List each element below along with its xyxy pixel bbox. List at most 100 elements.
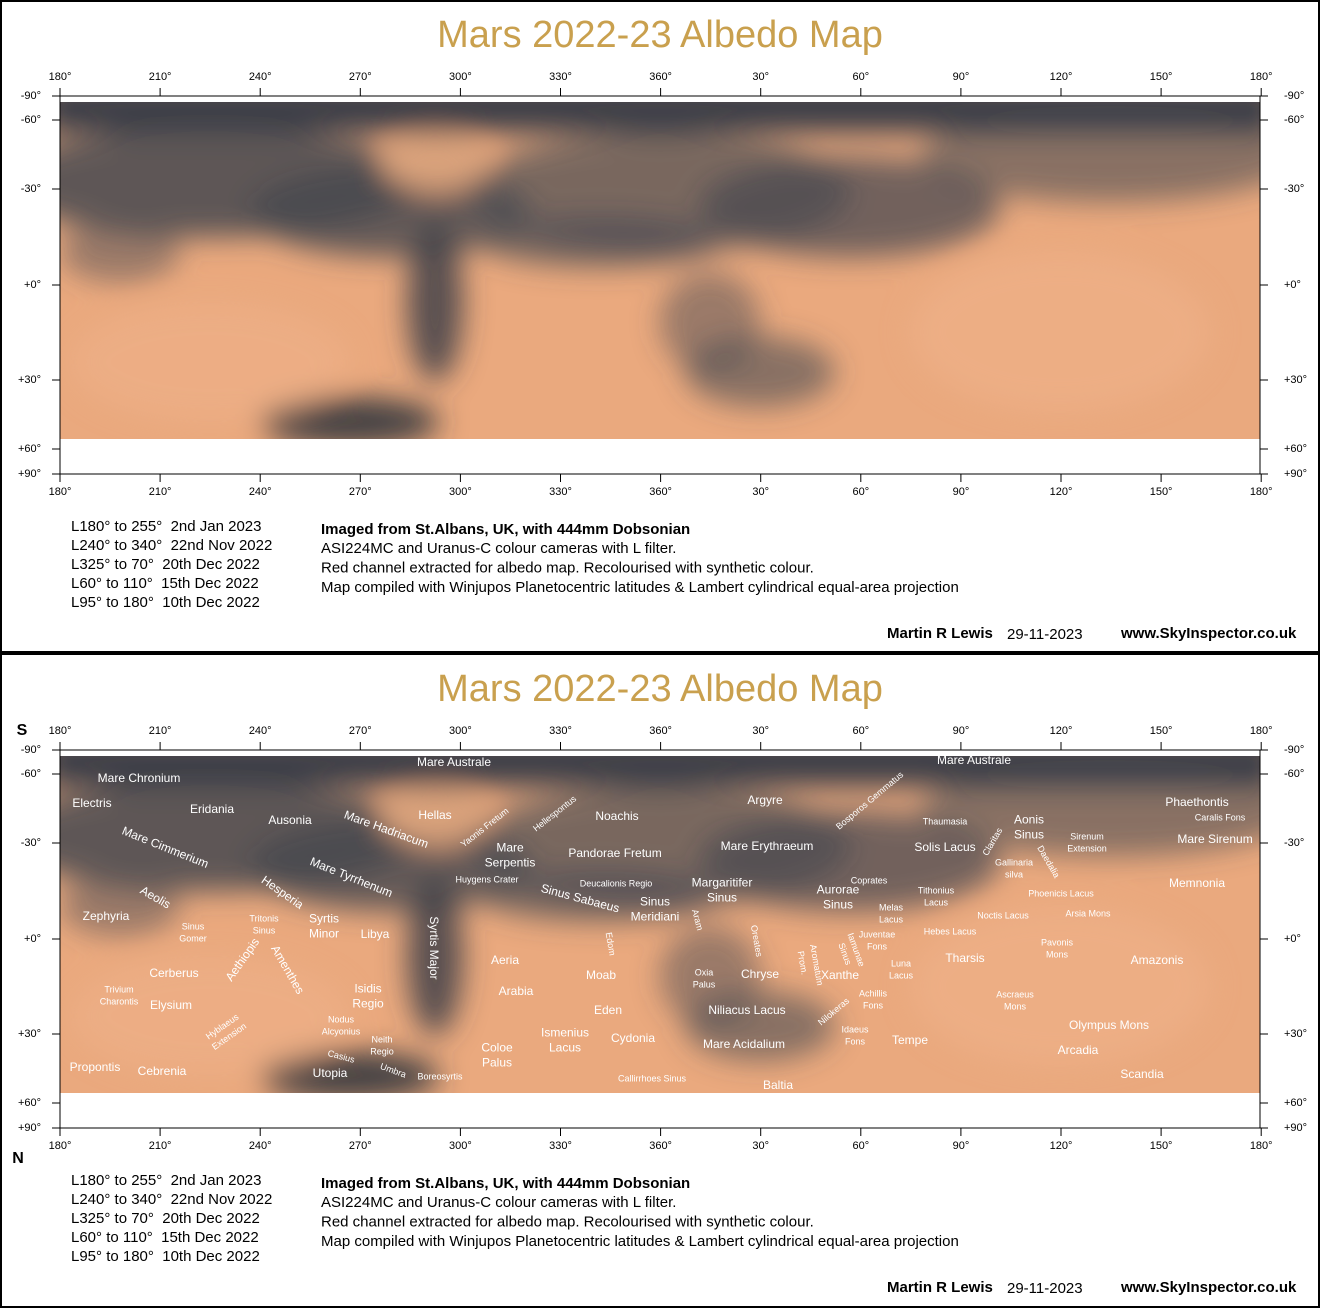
longitude-tick-label: 150° — [1150, 1140, 1173, 1152]
imaging-line: ASI224MC and Uranus-C colour cameras wit… — [321, 1194, 676, 1211]
map-label-line: Trivium — [104, 984, 133, 994]
map-label-line: Amazonis — [1131, 953, 1184, 967]
map-label: Tritonis Sinus — [249, 913, 279, 935]
observation-line: L60° to 110° 15th Dec 2022 — [71, 575, 259, 592]
north-marker: N — [12, 1150, 24, 1167]
map-label-line: Charontis — [100, 996, 139, 1006]
map-label-line: Gomer — [179, 933, 207, 943]
map-label: Cebrenia — [138, 1064, 187, 1078]
longitude-tick-label: 270° — [349, 1140, 372, 1152]
longitude-tick-label: 240° — [249, 725, 272, 737]
map-label-line: Aonis — [1014, 813, 1044, 827]
map-label: Gallinaria silva — [995, 857, 1033, 879]
map-label: Ascraeus Mons — [996, 989, 1034, 1011]
imaging-line: Map compiled with Winjupos Planetocentri… — [321, 579, 959, 596]
map-label: Aeria — [491, 953, 519, 967]
map-label-line: Propontis — [70, 1060, 121, 1074]
latitude-tick-label: -60° — [1284, 768, 1304, 780]
map-label: Mare Acidalium — [703, 1037, 785, 1051]
latitude-tick-label: -30° — [21, 837, 41, 849]
map-label: Deucalionis Regio — [580, 878, 653, 888]
longitude-tick-label: 90° — [953, 725, 970, 737]
map-label-line: Argyre — [747, 793, 783, 807]
map-label-line: Mons — [1004, 1001, 1027, 1011]
map-label-line: Callirrhoes Sinus — [618, 1073, 687, 1083]
map-label: Eridania — [190, 802, 234, 816]
observation-line: L240° to 340° 22nd Nov 2022 — [71, 1191, 272, 1208]
map-label: Solis Lacus — [914, 840, 975, 854]
title: Mars 2022-23 Albedo Map — [437, 668, 883, 710]
map-label: Idaeus Fons — [841, 1024, 869, 1046]
map-label-line: Coloe — [481, 1041, 513, 1055]
map-label-line: Cebrenia — [138, 1064, 187, 1078]
longitude-tick-label: 30° — [752, 725, 769, 737]
map-label: Trivium Charontis — [100, 984, 139, 1006]
map-label: Tharsis — [945, 951, 984, 965]
latitude-tick-label: -90° — [21, 744, 41, 756]
longitude-tick-label: 30° — [752, 486, 769, 498]
map-label: Noachis — [595, 809, 638, 823]
website: www.SkyInspector.co.uk — [1120, 625, 1297, 642]
map-label-line: Syrtis Major — [427, 916, 441, 979]
observation-line: L95° to 180° 10th Dec 2022 — [71, 1248, 260, 1265]
map-label: Zephyria — [83, 909, 130, 923]
map-label-line: Sinus — [182, 921, 205, 931]
map-label-line: Mare Australe — [417, 755, 491, 769]
map-label-line: Mare Erythraeum — [721, 839, 814, 853]
latitude-tick-label: +0° — [24, 933, 41, 945]
imaging-heading: Imaged from St.Albans, UK, with 444mm Do… — [321, 1175, 690, 1192]
longitude-tick-label: 180° — [1250, 71, 1273, 83]
longitude-tick-label: 150° — [1150, 71, 1173, 83]
longitude-tick-label: 180° — [49, 486, 72, 498]
latitude-tick-label: +60° — [18, 1097, 41, 1109]
map-label-line: Hellas — [418, 808, 451, 822]
longitude-tick-label: 210° — [149, 725, 172, 737]
longitude-tick-label: 120° — [1050, 725, 1073, 737]
map-label-line: Extension — [1067, 843, 1107, 853]
map-label-line: Sinus — [640, 895, 670, 909]
longitude-tick-label: 360° — [649, 1140, 672, 1152]
map-label-line: Olympus Mons — [1069, 1018, 1149, 1032]
date: 29-11-2023 — [1007, 1280, 1083, 1297]
map-label: Callirrhoes Sinus — [618, 1073, 687, 1083]
longitude-tick-label: 330° — [549, 71, 572, 83]
longitude-tick-label: 360° — [649, 71, 672, 83]
map-label-line: Fons — [867, 941, 888, 951]
map-label-line: Alcyonius — [322, 1026, 361, 1036]
longitude-tick-label: 300° — [449, 486, 472, 498]
map-label-line: Niliacus Lacus — [708, 1003, 785, 1017]
map-label-line: Regio — [370, 1046, 394, 1056]
map-label-line: Edom — [604, 931, 618, 956]
date: 29-11-2023 — [1007, 626, 1083, 643]
map-label-line: Ascraeus — [996, 989, 1034, 999]
map-label: Melas Lacus — [879, 902, 904, 924]
map-label-line: Pavonis — [1041, 937, 1074, 947]
latitude-tick-label: +90° — [18, 1122, 41, 1134]
longitude-tick-label: 60° — [852, 725, 869, 737]
map-label: Mare Australe — [937, 753, 1011, 767]
map-label-line: Eridania — [190, 802, 234, 816]
map-label-line: Gallinaria — [995, 857, 1033, 867]
longitude-tick-label: 180° — [1250, 1140, 1273, 1152]
map-label-line: Sinus — [707, 891, 737, 905]
longitude-tick-label: 180° — [49, 1140, 72, 1152]
longitude-tick-label: 30° — [752, 71, 769, 83]
map-label-line: Phaethontis — [1165, 795, 1228, 809]
latitude-tick-label: +60° — [1284, 1097, 1307, 1109]
map-label-line: Mare Australe — [937, 753, 1011, 767]
latitude-tick-label: -30° — [1284, 183, 1304, 195]
map-label: Neith Regio — [370, 1034, 394, 1056]
map-label-line: Lacus — [924, 897, 949, 907]
map-label-line: Isidis — [354, 982, 381, 996]
latitude-tick-label: -30° — [1284, 837, 1304, 849]
map-label: Eden — [594, 1003, 622, 1017]
map-label-line: Neith — [371, 1034, 392, 1044]
longitude-tick-label: 270° — [349, 725, 372, 737]
map-label-line: Arabia — [499, 984, 534, 998]
map-label-line: Hebes Lacus — [924, 926, 977, 936]
map-label: Baltia — [763, 1078, 793, 1092]
map-label-line: Boreosyrtis — [417, 1071, 463, 1081]
map-label-line: Tharsis — [945, 951, 984, 965]
